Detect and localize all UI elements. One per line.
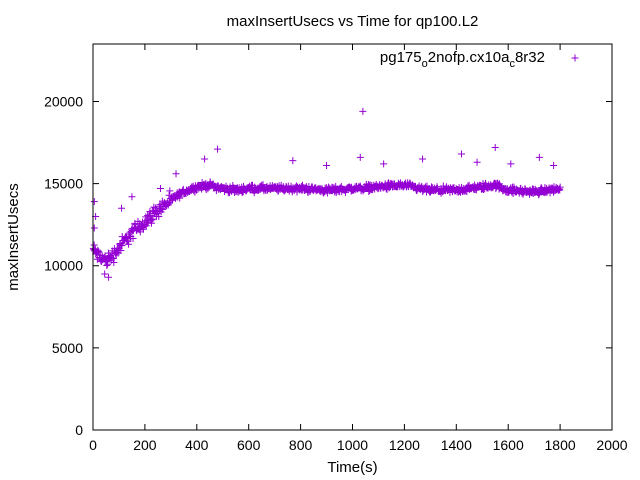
data-point [496,180,504,188]
data-point [125,240,133,248]
chart-title: maxInsertUsecs vs Time for qp100.L2 [227,13,479,30]
data-point [164,200,172,208]
legend-label-part: pg175 [380,49,422,66]
data-point [356,153,364,161]
legend-label-part: 8r32 [515,49,545,66]
data-point [491,143,499,151]
y-tick-label: 15000 [44,176,83,192]
data-point [535,153,543,161]
data-point [201,155,209,163]
data-point [473,158,481,166]
data-point [419,155,427,163]
data-point [131,220,139,228]
data-point [480,186,488,194]
x-tick-label: 600 [237,437,261,453]
data-point [101,270,109,278]
x-axis-title: Time(s) [327,459,377,476]
data-point [198,185,206,193]
y-tick-label: 5000 [52,340,83,356]
data-point [129,234,137,242]
data-point [155,212,163,220]
y-axis-title: maxInsertUsecs [5,183,22,291]
x-axis-ticks: 0 200 400 600 800 1000 1200 1400 1600 1800 2000 [89,44,628,453]
data-point [118,241,126,249]
x-tick-label: 0 [89,437,97,453]
legend-marker-plus [571,54,579,62]
y-axis-ticks: 0 5000 10000 15000 20000 [44,93,612,438]
legend-label-subscript: o [422,58,428,70]
data-point [105,273,113,281]
legend-label-subscript: c [509,58,515,70]
data-point [176,194,184,202]
data-point [214,145,222,153]
data-point [150,203,158,211]
data-point [507,160,515,168]
data-point [103,262,111,270]
data-point [146,211,154,219]
legend-entry-label: pg175o2nofp.cx10ac8r32 [380,49,545,70]
data-point [258,181,266,189]
x-tick-label: 2000 [596,437,627,453]
y-tick-label: 20000 [44,93,83,109]
data-point [110,259,118,267]
data-point [550,162,558,170]
data-point [154,210,162,218]
data-point [149,215,157,223]
data-point [289,157,297,165]
data-point [142,222,150,230]
y-tick-label: 0 [75,422,83,438]
legend: pg175o2nofp.cx10ac8r32 [380,49,579,70]
data-point [364,180,372,188]
data-point [556,183,564,191]
data-point [359,107,367,115]
data-point [101,252,109,260]
x-tick-label: 800 [289,437,313,453]
x-tick-label: 200 [133,437,157,453]
y-tick-label: 10000 [44,258,83,274]
plot-frame [92,43,613,431]
data-point [166,187,174,195]
data-point [156,185,164,193]
x-tick-label: 400 [185,437,209,453]
data-point [128,193,136,201]
data-point [94,246,102,254]
data-point [457,150,465,158]
data-point [104,260,112,268]
x-tick-label: 1200 [389,437,420,453]
x-tick-label: 1800 [545,437,576,453]
x-tick-label: 1000 [337,437,368,453]
data-point [118,204,126,212]
data-point [172,170,180,178]
x-tick-label: 1400 [441,437,472,453]
data-points [89,107,564,281]
data-point [95,248,103,256]
x-tick-label: 1600 [493,437,524,453]
data-point [90,198,98,206]
data-point [380,160,388,168]
legend-label-part: 2nofp.cx10a [428,49,510,66]
data-point [323,162,331,170]
data-point [90,224,98,232]
